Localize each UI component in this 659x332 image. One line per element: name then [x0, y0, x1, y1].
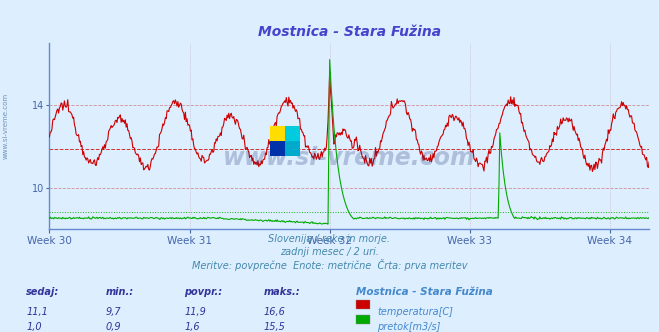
Text: maks.:: maks.:: [264, 287, 301, 297]
Text: zadnji mesec / 2 uri.: zadnji mesec / 2 uri.: [280, 247, 379, 257]
Text: povpr.:: povpr.:: [185, 287, 223, 297]
Text: pretok[m3/s]: pretok[m3/s]: [377, 322, 440, 332]
Bar: [270, 126, 285, 141]
Text: www.si-vreme.com: www.si-vreme.com: [2, 93, 9, 159]
Text: 1,0: 1,0: [26, 322, 42, 332]
Bar: [285, 126, 300, 141]
Text: 0,9: 0,9: [105, 322, 121, 332]
Text: min.:: min.:: [105, 287, 134, 297]
Text: 11,1: 11,1: [26, 307, 48, 317]
Title: Mostnica - Stara Fužina: Mostnica - Stara Fužina: [258, 25, 441, 39]
Text: 16,6: 16,6: [264, 307, 285, 317]
Text: 1,6: 1,6: [185, 322, 200, 332]
Text: Slovenija / reke in morje.: Slovenija / reke in morje.: [268, 234, 391, 244]
Text: 15,5: 15,5: [264, 322, 285, 332]
Bar: [285, 141, 300, 156]
Text: 11,9: 11,9: [185, 307, 206, 317]
Text: 9,7: 9,7: [105, 307, 121, 317]
Text: sedaj:: sedaj:: [26, 287, 59, 297]
Text: www.si-vreme.com: www.si-vreme.com: [223, 146, 476, 170]
Text: Meritve: povprečne  Enote: metrične  Črta: prva meritev: Meritve: povprečne Enote: metrične Črta:…: [192, 259, 467, 271]
Bar: [270, 141, 285, 156]
Text: Mostnica - Stara Fužina: Mostnica - Stara Fužina: [356, 287, 493, 297]
Text: temperatura[C]: temperatura[C]: [377, 307, 453, 317]
